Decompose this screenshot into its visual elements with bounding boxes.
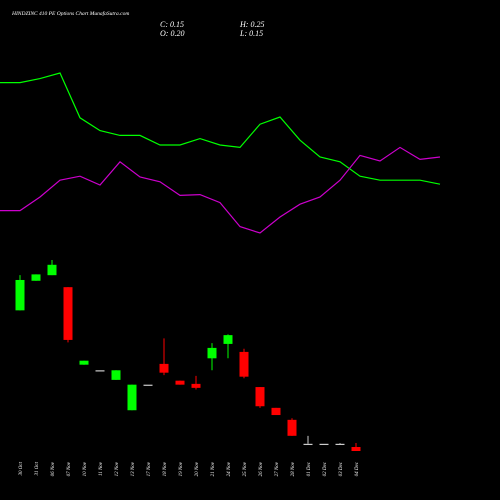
candle-body (143, 384, 153, 386)
candle-body (175, 380, 185, 385)
x-tick-label: 12 Nov (115, 461, 120, 476)
candle-body (191, 383, 201, 388)
x-tick-label: 04 Dec (355, 461, 360, 476)
x-tick-label: 25 Nov (243, 461, 248, 476)
high-label: H: 0.25 (239, 20, 264, 29)
x-tick-label: 11 Nov (99, 461, 104, 476)
x-tick-label: 28 Nov (291, 461, 296, 476)
candle-body (271, 407, 281, 416)
candle-body (111, 370, 121, 380)
x-tick-label: 21 Nov (211, 461, 216, 476)
indicator-line (0, 72, 441, 185)
indicator-line (0, 146, 441, 234)
x-tick-label: 19 Nov (179, 461, 184, 476)
x-tick-label: 31 Oct (35, 461, 40, 475)
candle-body (207, 347, 217, 359)
x-tick-label: 20 Nov (195, 461, 200, 476)
x-tick-label: 26 Nov (259, 461, 264, 476)
low-label: L: 0.15 (239, 29, 263, 38)
chart-title: HINDZINC 410 PE Options Chart MunafaSutr… (11, 10, 129, 17)
x-tick-label: 03 Dec (339, 461, 344, 476)
candle-body (303, 443, 313, 446)
x-tick-label: 30 Oct (19, 461, 24, 475)
x-tick-label: 27 Nov (275, 461, 280, 476)
x-tick-label: 02 Dec (323, 461, 328, 476)
candle-body (255, 387, 265, 407)
x-tick-label: 13 Nov (131, 461, 136, 476)
candle-body (223, 335, 233, 344)
x-tick-label: 06 Nov (51, 461, 56, 476)
candle-body (287, 419, 297, 436)
candle-body (239, 351, 249, 377)
x-tick-label: 18 Nov (163, 461, 168, 476)
candle-body (63, 287, 73, 340)
candle-body (95, 370, 105, 372)
candle-body (79, 360, 89, 365)
x-tick-label: 10 Nov (83, 461, 88, 476)
candle-body (319, 443, 329, 446)
x-tick-label: 01 Dec (307, 461, 312, 476)
x-tick-label: 07 Nov (67, 461, 72, 476)
x-tick-label: 24 Nov (227, 461, 232, 476)
candle-body (335, 443, 345, 446)
candle-body (47, 264, 57, 276)
open-label: O: 0.20 (160, 29, 184, 38)
x-tick-label: 17 Nov (147, 461, 152, 476)
candle-body (159, 363, 169, 373)
candle-body (127, 384, 137, 411)
candle-body (351, 447, 361, 451)
candle-body (15, 279, 25, 311)
close-label: C: 0.15 (160, 20, 184, 29)
candle-body (31, 274, 41, 281)
